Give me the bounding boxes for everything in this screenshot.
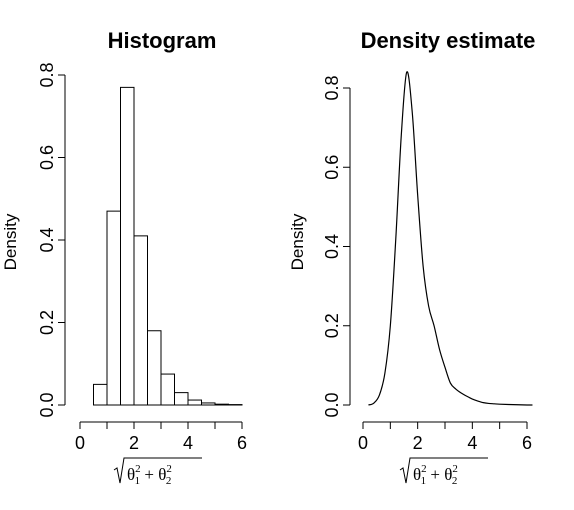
y-tick-label: 0.8 xyxy=(37,62,57,87)
histogram-xlabel: θ2 1 + θ2 2 xyxy=(113,457,202,487)
histogram-bar xyxy=(133,235,148,406)
y-tick-label: 0.0 xyxy=(322,392,342,417)
histogram-y-axis: 0.0 0.2 0.4 0.6 0.8 xyxy=(37,62,66,418)
histogram-bar xyxy=(93,383,108,406)
histogram-panel: Histogram Density 0.0 0.2 0.4 0.6 0.8 0 2 4 6 θ… xyxy=(1,28,247,487)
density-x-axis: 0 2 4 6 xyxy=(358,421,532,453)
x-tick-label: 6 xyxy=(237,433,247,453)
density-title: Density estimate xyxy=(361,28,536,53)
x-tick-label: 4 xyxy=(183,433,193,453)
histogram-bars xyxy=(93,86,243,406)
histogram-bar xyxy=(106,210,121,406)
y-tick-label: 0.0 xyxy=(37,392,57,417)
x-tick-label: 0 xyxy=(358,433,368,453)
x-tick-label: 2 xyxy=(413,433,423,453)
histogram-title: Histogram xyxy=(108,28,217,53)
y-tick-label: 0.8 xyxy=(322,75,342,100)
histogram-ylabel: Density xyxy=(1,213,20,270)
histogram-bar xyxy=(187,399,202,406)
histogram-bar xyxy=(160,373,175,406)
y-tick-label: 0.4 xyxy=(37,227,57,252)
y-tick-label: 0.6 xyxy=(322,155,342,180)
x-axis-label: θ2 1 + θ2 2 xyxy=(127,463,172,487)
density-xlabel: θ2 1 + θ2 2 xyxy=(399,457,488,487)
y-tick-label: 0.2 xyxy=(37,310,57,335)
x-tick-label: 2 xyxy=(129,433,139,453)
sqrt-radical-icon xyxy=(113,457,202,484)
sqrt-radical-icon xyxy=(399,457,488,484)
x-tick-label: 4 xyxy=(467,433,477,453)
y-tick-label: 0.4 xyxy=(322,234,342,259)
x-tick-label: 0 xyxy=(75,433,85,453)
histogram-bar xyxy=(147,330,162,406)
x-tick-label: 6 xyxy=(522,433,532,453)
density-ylabel: Density xyxy=(288,213,307,270)
histogram-bar xyxy=(174,392,189,406)
y-tick-label: 0.2 xyxy=(322,313,342,338)
density-curve xyxy=(368,71,533,406)
y-tick-label: 0.6 xyxy=(37,145,57,170)
histogram-bar xyxy=(120,86,135,406)
histogram-x-axis: 0 2 4 6 xyxy=(75,421,247,453)
x-axis-label: θ2 1 + θ2 2 xyxy=(413,463,458,487)
density-y-axis: 0.0 0.2 0.4 0.6 0.8 xyxy=(322,75,351,418)
density-panel: Density estimate Density 0.0 0.2 0.4 0.6 0.8… xyxy=(288,28,535,487)
